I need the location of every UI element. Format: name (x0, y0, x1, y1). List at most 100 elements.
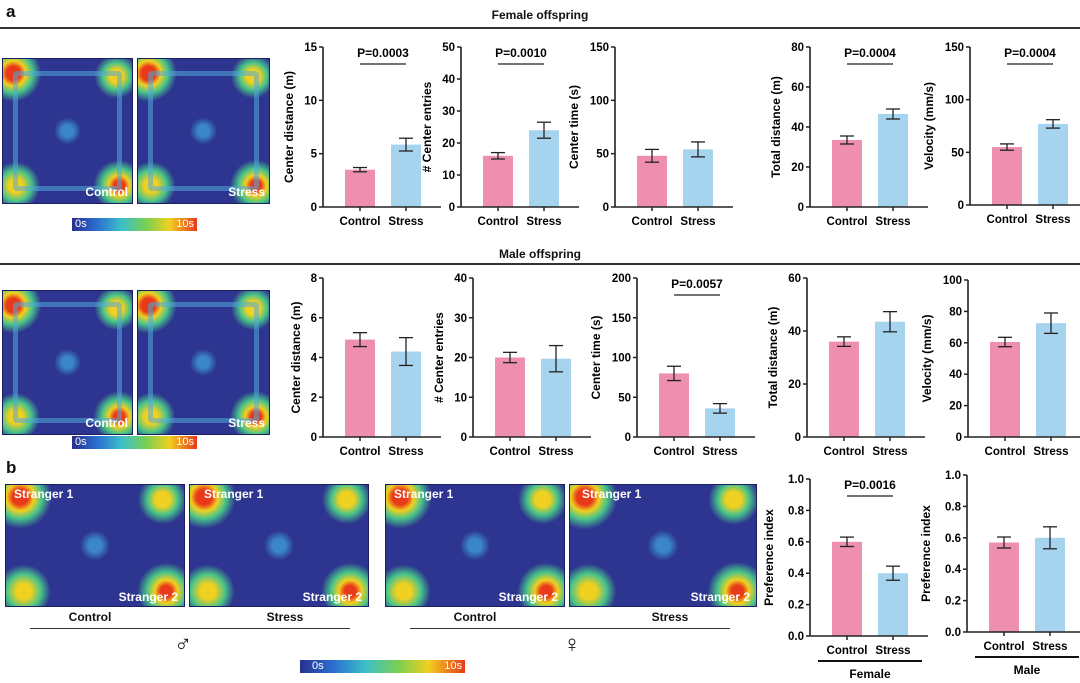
heatmap-three-chamber-female-control: Stranger 1 Stranger 2 (385, 484, 565, 607)
colorbar-max: 10s (176, 218, 194, 230)
y-tick-label: 40 (454, 273, 467, 285)
y-axis-label: Velocity (mm/s) (922, 82, 936, 170)
p-value-label: P=0.0004 (1004, 46, 1056, 60)
section-title-male: Male offspring (498, 247, 581, 261)
x-tick-label: Stress (1032, 641, 1067, 653)
x-tick-label: Control (340, 446, 381, 458)
y-tick-label: 60 (949, 338, 962, 350)
bar-control (483, 155, 513, 207)
stranger2-label: Stranger 2 (690, 590, 750, 604)
group-label-male: Male (1014, 663, 1041, 677)
bar-stress (391, 144, 421, 207)
y-tick-label: 5 (311, 149, 318, 161)
panel-label-b: b (6, 458, 17, 477)
heatmap-three-chamber-male-control: Stranger 1 Stranger 2 (5, 484, 185, 607)
colorbar-max: 10s (444, 660, 462, 672)
y-axis-label: # Center entries (420, 81, 434, 172)
x-tick-label: Control (987, 214, 1028, 226)
x-tick-label: Stress (388, 216, 423, 228)
female-symbol-icon: ♀ (563, 631, 581, 658)
x-tick-label: Stress (680, 216, 715, 228)
y-tick-label: 80 (949, 306, 962, 318)
y-tick-label: 100 (590, 95, 609, 107)
y-tick-label: 0 (956, 432, 962, 444)
y-tick-label: 40 (791, 122, 804, 134)
y-tick-label: 0.4 (945, 564, 962, 576)
colorbar: 0s 10s (72, 218, 197, 231)
y-tick-label: 10 (304, 95, 317, 107)
y-tick-label: 0 (625, 432, 631, 444)
y-tick-label: 150 (945, 42, 964, 54)
y-tick-label: 0 (311, 432, 317, 444)
y-tick-label: 20 (454, 353, 467, 365)
heatmap-label: Stress (228, 185, 265, 199)
p-value-label: P=0.0057 (671, 277, 723, 291)
y-tick-label: 30 (442, 106, 455, 118)
p-value-label: P=0.0004 (844, 46, 896, 60)
y-tick-label: 0 (603, 202, 609, 214)
bar-stress (878, 573, 908, 636)
y-tick-label: 0.8 (945, 501, 962, 513)
x-tick-label: Control (824, 446, 865, 458)
section-divider (0, 27, 1080, 29)
y-axis-label: Center distance (m) (282, 71, 296, 183)
y-tick-label: 1.0 (945, 470, 961, 482)
stranger1-label: Stranger 1 (14, 487, 74, 501)
bar-control (495, 357, 525, 437)
heatmap-female-stress: Stress (137, 58, 270, 204)
heatmap-male-stress: Stress (137, 290, 270, 435)
x-tick-label: Control (827, 645, 868, 657)
y-tick-label: 0.4 (788, 568, 805, 580)
y-axis-label: Center distance (m) (289, 301, 303, 413)
x-tick-label: Control (985, 446, 1026, 458)
colorbar: 0s 10s (300, 660, 465, 673)
y-tick-label: 50 (951, 147, 964, 159)
y-tick-label: 40 (442, 74, 455, 86)
y-tick-label: 60 (788, 273, 801, 285)
stranger2-label: Stranger 2 (118, 590, 178, 604)
bar-control (832, 541, 862, 636)
stranger1-label: Stranger 1 (394, 487, 454, 501)
y-axis-label: Center time (s) (567, 85, 581, 169)
y-tick-label: 0.0 (945, 627, 961, 639)
stranger2-label: Stranger 2 (498, 590, 558, 604)
group-line-male (30, 628, 350, 629)
y-tick-label: 100 (612, 353, 631, 365)
y-axis-label: Preference index (919, 505, 933, 602)
x-tick-label: Stress (1033, 446, 1068, 458)
x-tick-label: Stress (875, 216, 910, 228)
y-tick-label: 200 (612, 273, 631, 285)
y-tick-label: 20 (442, 138, 455, 150)
y-tick-label: 2 (311, 392, 317, 404)
y-tick-label: 0 (798, 202, 804, 214)
y-axis-label: Center time (s) (589, 315, 603, 399)
heatmap-female-control: Control (2, 58, 133, 204)
heatmap-three-chamber-male-stress: Stranger 1 Stranger 2 (189, 484, 369, 607)
y-tick-label: 0.8 (788, 505, 805, 517)
colorbar-min: 0s (312, 660, 324, 672)
y-tick-label: 20 (949, 401, 962, 413)
p-value-label: P=0.0003 (357, 46, 409, 60)
y-axis-label: Velocity (mm/s) (920, 314, 934, 402)
y-tick-label: 40 (788, 326, 801, 338)
colorbar-max: 10s (176, 436, 194, 448)
male-symbol-icon: ♂ (174, 631, 192, 658)
bar-control (345, 169, 375, 207)
x-tick-label: Stress (875, 645, 910, 657)
bar-control (637, 155, 667, 207)
group-line-female (410, 628, 730, 629)
stranger1-label: Stranger 1 (582, 487, 642, 501)
y-tick-label: 10 (442, 170, 455, 182)
x-tick-label: Control (827, 216, 868, 228)
y-tick-label: 100 (943, 275, 962, 287)
y-tick-label: 20 (788, 379, 801, 391)
x-tick-label: Control (340, 216, 381, 228)
colorbar-min: 0s (75, 218, 87, 230)
stranger1-label: Stranger 1 (204, 487, 264, 501)
x-tick-label: Stress (538, 446, 573, 458)
p-value-label: P=0.0010 (495, 46, 547, 60)
colorbar: 0s 10s (72, 436, 197, 449)
heatmap-male-control: Control (2, 290, 133, 435)
section-divider (0, 263, 1080, 265)
